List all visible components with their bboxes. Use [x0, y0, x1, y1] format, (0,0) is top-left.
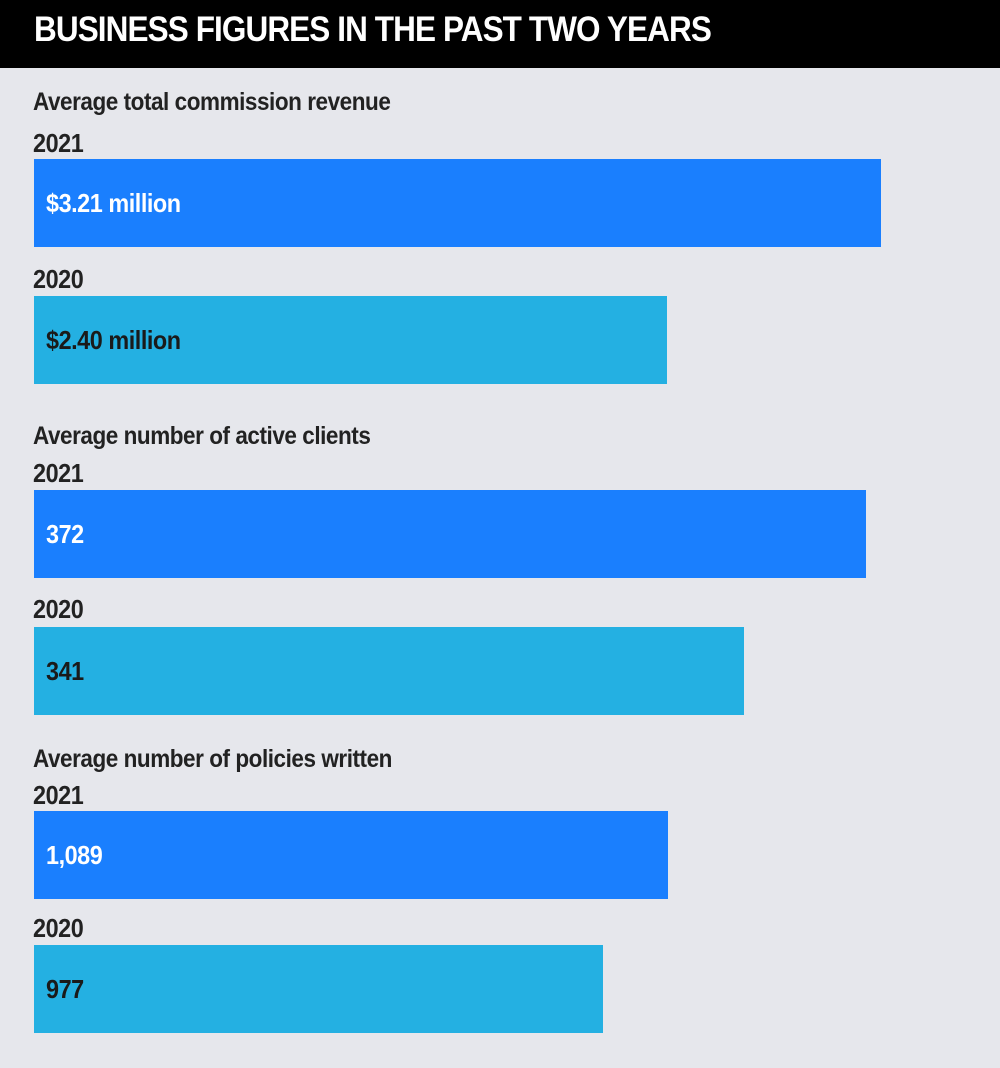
chart-title-policies-written: Average number of policies written — [33, 745, 392, 773]
bar-commission-revenue-2021: $3.21 million — [34, 159, 881, 247]
data-label-commission-revenue-2020: $2.40 million — [46, 325, 181, 355]
category-label-policies-written-2020: 2020 — [33, 913, 84, 943]
page-title: BUSINESS FIGURES IN THE PAST TWO YEARS — [34, 10, 712, 49]
bar-policies-written-2021: 1,089 — [34, 811, 668, 899]
header-bar: BUSINESS FIGURES IN THE PAST TWO YEARS — [0, 0, 1000, 68]
bar-active-clients-2021: 372 — [34, 490, 866, 578]
data-label-active-clients-2020: 341 — [46, 656, 84, 686]
data-label-active-clients-2021: 372 — [46, 519, 84, 549]
bar-policies-written-2020: 977 — [34, 945, 603, 1033]
category-label-commission-revenue-2020: 2020 — [33, 264, 84, 294]
category-label-commission-revenue-2021: 2021 — [33, 128, 84, 158]
chart-title-active-clients: Average number of active clients — [33, 422, 371, 450]
data-label-policies-written-2021: 1,089 — [46, 840, 103, 870]
bar-commission-revenue-2020: $2.40 million — [34, 296, 667, 384]
chart-title-commission-revenue: Average total commission revenue — [33, 88, 391, 116]
category-label-active-clients-2021: 2021 — [33, 458, 84, 488]
data-label-commission-revenue-2021: $3.21 million — [46, 188, 181, 218]
bar-active-clients-2020: 341 — [34, 627, 744, 715]
category-label-policies-written-2021: 2021 — [33, 780, 84, 810]
category-label-active-clients-2020: 2020 — [33, 594, 84, 624]
data-label-policies-written-2020: 977 — [46, 974, 84, 1004]
